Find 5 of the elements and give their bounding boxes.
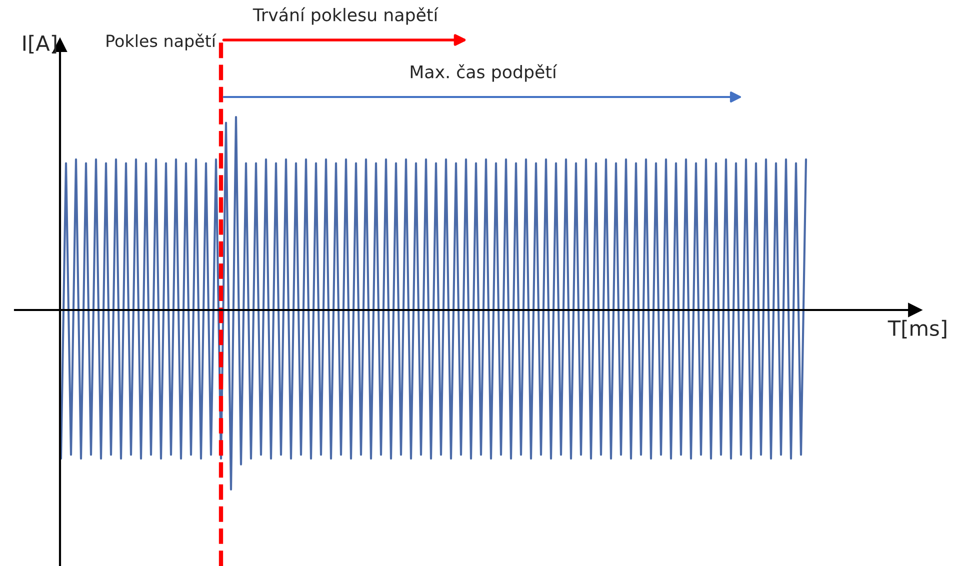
x-axis-title: T[ms] — [888, 320, 946, 338]
text: Trvání poklesu napětí — [252, 7, 439, 25]
text: Max. čas podpětí — [410, 64, 558, 82]
text: Pokles napětí — [106, 34, 216, 50]
y-axis-title: I[A] — [23, 34, 56, 54]
